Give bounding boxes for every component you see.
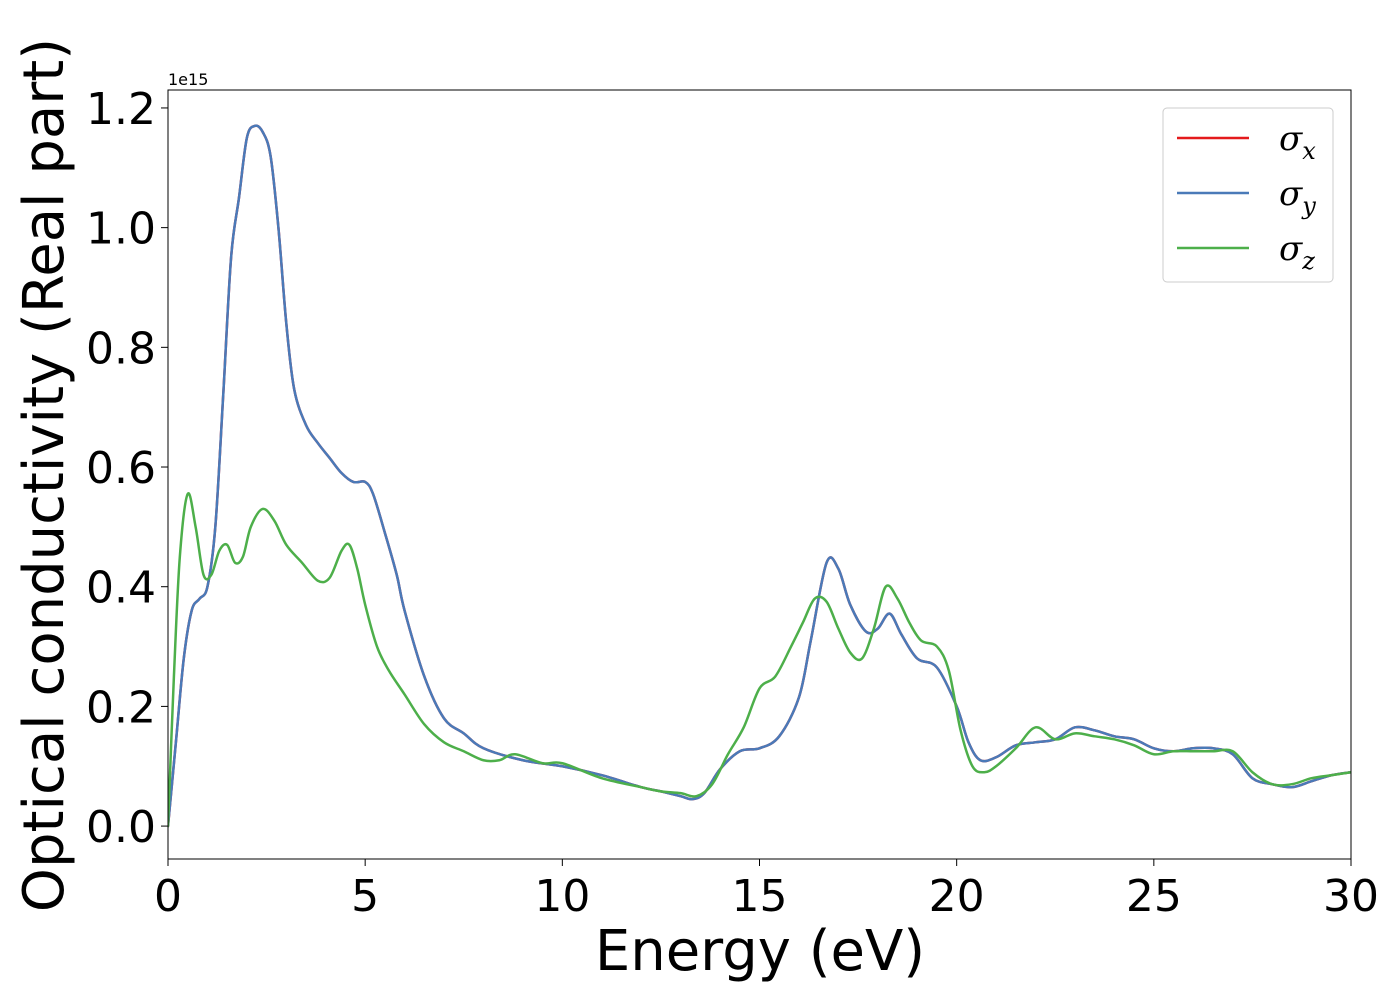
legend-box [1162, 107, 1334, 283]
x-tick-label: 25 [1126, 871, 1182, 922]
x-axis: 0 5 10 15 20 25 30 [154, 859, 1379, 922]
series-line-z [168, 492, 1351, 828]
legend-label-x: σx [1279, 119, 1316, 165]
legend-label-y: σy [1279, 174, 1316, 220]
y-tick-label: 0.6 [86, 443, 156, 494]
y-tick-label: 0.8 [86, 323, 156, 374]
x-tick-label: 15 [732, 871, 788, 922]
y-tick-label: 1.2 [86, 84, 156, 135]
x-tick-label: 20 [929, 871, 985, 922]
y-tick-label: 1.0 [86, 204, 156, 255]
series-line-y [168, 124, 1351, 828]
plot-area [168, 124, 1351, 828]
y-tick-label: 0.2 [86, 682, 156, 733]
legend: σx σy σz [1162, 107, 1334, 283]
x-tick-label: 10 [534, 871, 590, 922]
x-tick-label: 5 [351, 871, 379, 922]
y-tick-label: 0.4 [86, 563, 156, 614]
x-tick-label: 0 [154, 871, 182, 922]
y-tick-label: 0.0 [86, 802, 156, 853]
y-offset-label: 1e15 [168, 70, 208, 89]
x-tick-label: 30 [1323, 871, 1379, 922]
y-axis: 0.0 0.2 0.4 0.6 0.8 1.0 1.2 [86, 84, 168, 853]
x-axis-label: Energy (eV) [595, 919, 925, 984]
y-axis-label: Optical conductivity (Real part) [12, 38, 77, 912]
legend-label-z: σz [1279, 229, 1315, 275]
